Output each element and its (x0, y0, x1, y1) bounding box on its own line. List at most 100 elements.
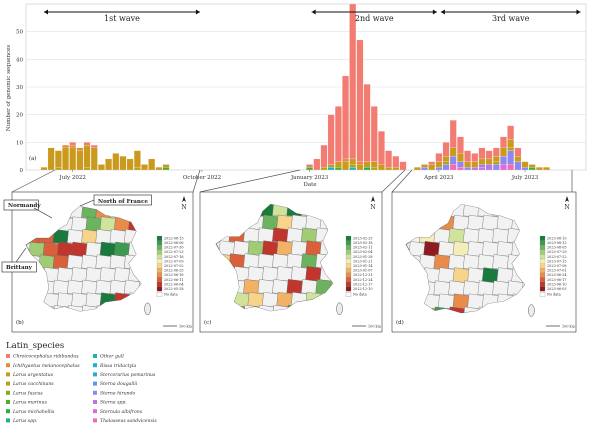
bar-segment (162, 164, 170, 168)
bar-segment (385, 150, 392, 168)
key-label: 2022-06-25 (164, 269, 184, 273)
key-label: 2023-08-19 (547, 236, 567, 240)
bar-segment (421, 164, 428, 168)
department (452, 267, 470, 283)
department (463, 228, 480, 244)
bar-segment (349, 167, 357, 171)
department (467, 214, 484, 231)
bar-segment (536, 167, 543, 171)
y-axis-label: Number of genomic sequences (6, 45, 12, 132)
corsica (336, 302, 343, 315)
bar-segment (349, 3, 357, 160)
arrow-head (44, 9, 48, 15)
department (114, 241, 130, 257)
key-label: 2023-06-17 (547, 278, 567, 282)
legend-swatch (93, 372, 97, 377)
department (71, 267, 88, 283)
bar-segment (40, 167, 48, 171)
department (452, 214, 470, 231)
map-panel-label: (b) (16, 319, 24, 326)
legend-swatch (93, 418, 97, 423)
key-swatch (539, 277, 546, 283)
bar-segment (485, 164, 493, 171)
bar-segment (370, 161, 378, 168)
department (477, 228, 495, 244)
key-label: 2022-08-13 (164, 236, 184, 240)
bar-segment (62, 145, 69, 148)
bar-segment (55, 167, 62, 171)
bar-segment (521, 167, 529, 171)
bar-segment (320, 145, 328, 168)
bar-segment (363, 84, 371, 162)
bar-segment (83, 142, 91, 146)
bar-segment (342, 158, 349, 162)
key-label: 2023-07-01 (547, 269, 567, 273)
key-label: 2022-12-24 (353, 278, 373, 282)
legend-entry: Larus spp. (12, 418, 38, 424)
department (305, 240, 322, 256)
legend-swatch (93, 363, 97, 368)
bar-segment (478, 164, 486, 168)
bar-segment (514, 147, 522, 157)
department (81, 305, 98, 312)
bar-segment (392, 156, 400, 168)
department (243, 253, 260, 269)
bar-segment (126, 158, 134, 171)
key-swatch-nodata (156, 292, 163, 297)
key-label: 2023-08-12 (547, 241, 567, 245)
bar-segment (543, 167, 550, 171)
department (467, 241, 484, 257)
map-panel-3: 2023-08-192023-08-122023-08-052023-07-29… (391, 191, 577, 333)
key-swatch (539, 268, 546, 273)
department (286, 227, 303, 243)
department (423, 241, 440, 257)
department (438, 267, 455, 283)
key-swatch (156, 235, 163, 241)
department (85, 241, 102, 257)
department (482, 267, 499, 283)
bar-segment (414, 167, 421, 171)
department (247, 292, 264, 308)
legend-entry: Other gull (100, 354, 124, 360)
bar-segment (363, 167, 371, 171)
key-swatch (539, 254, 546, 260)
legend-entry: Sternula albifrons (100, 409, 143, 415)
legend-entry: Sterna hirundo (100, 390, 136, 396)
panel-label-a: (a) (29, 155, 37, 162)
key-label: 2023-01-21 (353, 259, 373, 263)
bar-segment (421, 167, 428, 171)
bar-segment (507, 147, 514, 151)
north-label: N (181, 204, 186, 211)
key-label: 2023-02-25 (353, 236, 373, 240)
scale-label: 100 km (179, 325, 193, 329)
bar-segment (105, 158, 112, 171)
key-label: 2022-08-06 (164, 241, 184, 245)
bar-segment (356, 164, 364, 171)
legend-entry: Thalasseus sandvicensis (100, 418, 157, 424)
bar-segment (313, 158, 321, 171)
region-label: North of France (98, 199, 148, 205)
bar-segment (507, 150, 514, 165)
region-pointer (79, 199, 95, 207)
department (448, 254, 465, 270)
department (477, 280, 495, 296)
department (262, 214, 279, 230)
department (95, 254, 112, 270)
department (463, 306, 480, 313)
key-swatch (345, 245, 352, 250)
bar-segment (435, 167, 443, 171)
bar-segment (457, 153, 464, 162)
department (492, 254, 509, 270)
map-panel-label: (d) (396, 319, 404, 326)
legend-entry: Ichthyaetus melanocephalus (12, 363, 80, 369)
legend-swatch (93, 390, 97, 395)
grid-lines (26, 31, 586, 171)
corsica (528, 304, 535, 317)
key-label: 2022-07-09 (164, 259, 184, 263)
key-swatch (156, 263, 163, 269)
bar-segment (349, 164, 357, 168)
department (276, 266, 293, 282)
key-label: 2023-01-07 (353, 269, 373, 273)
bar-segment (342, 75, 349, 160)
bar-segment (514, 161, 522, 171)
